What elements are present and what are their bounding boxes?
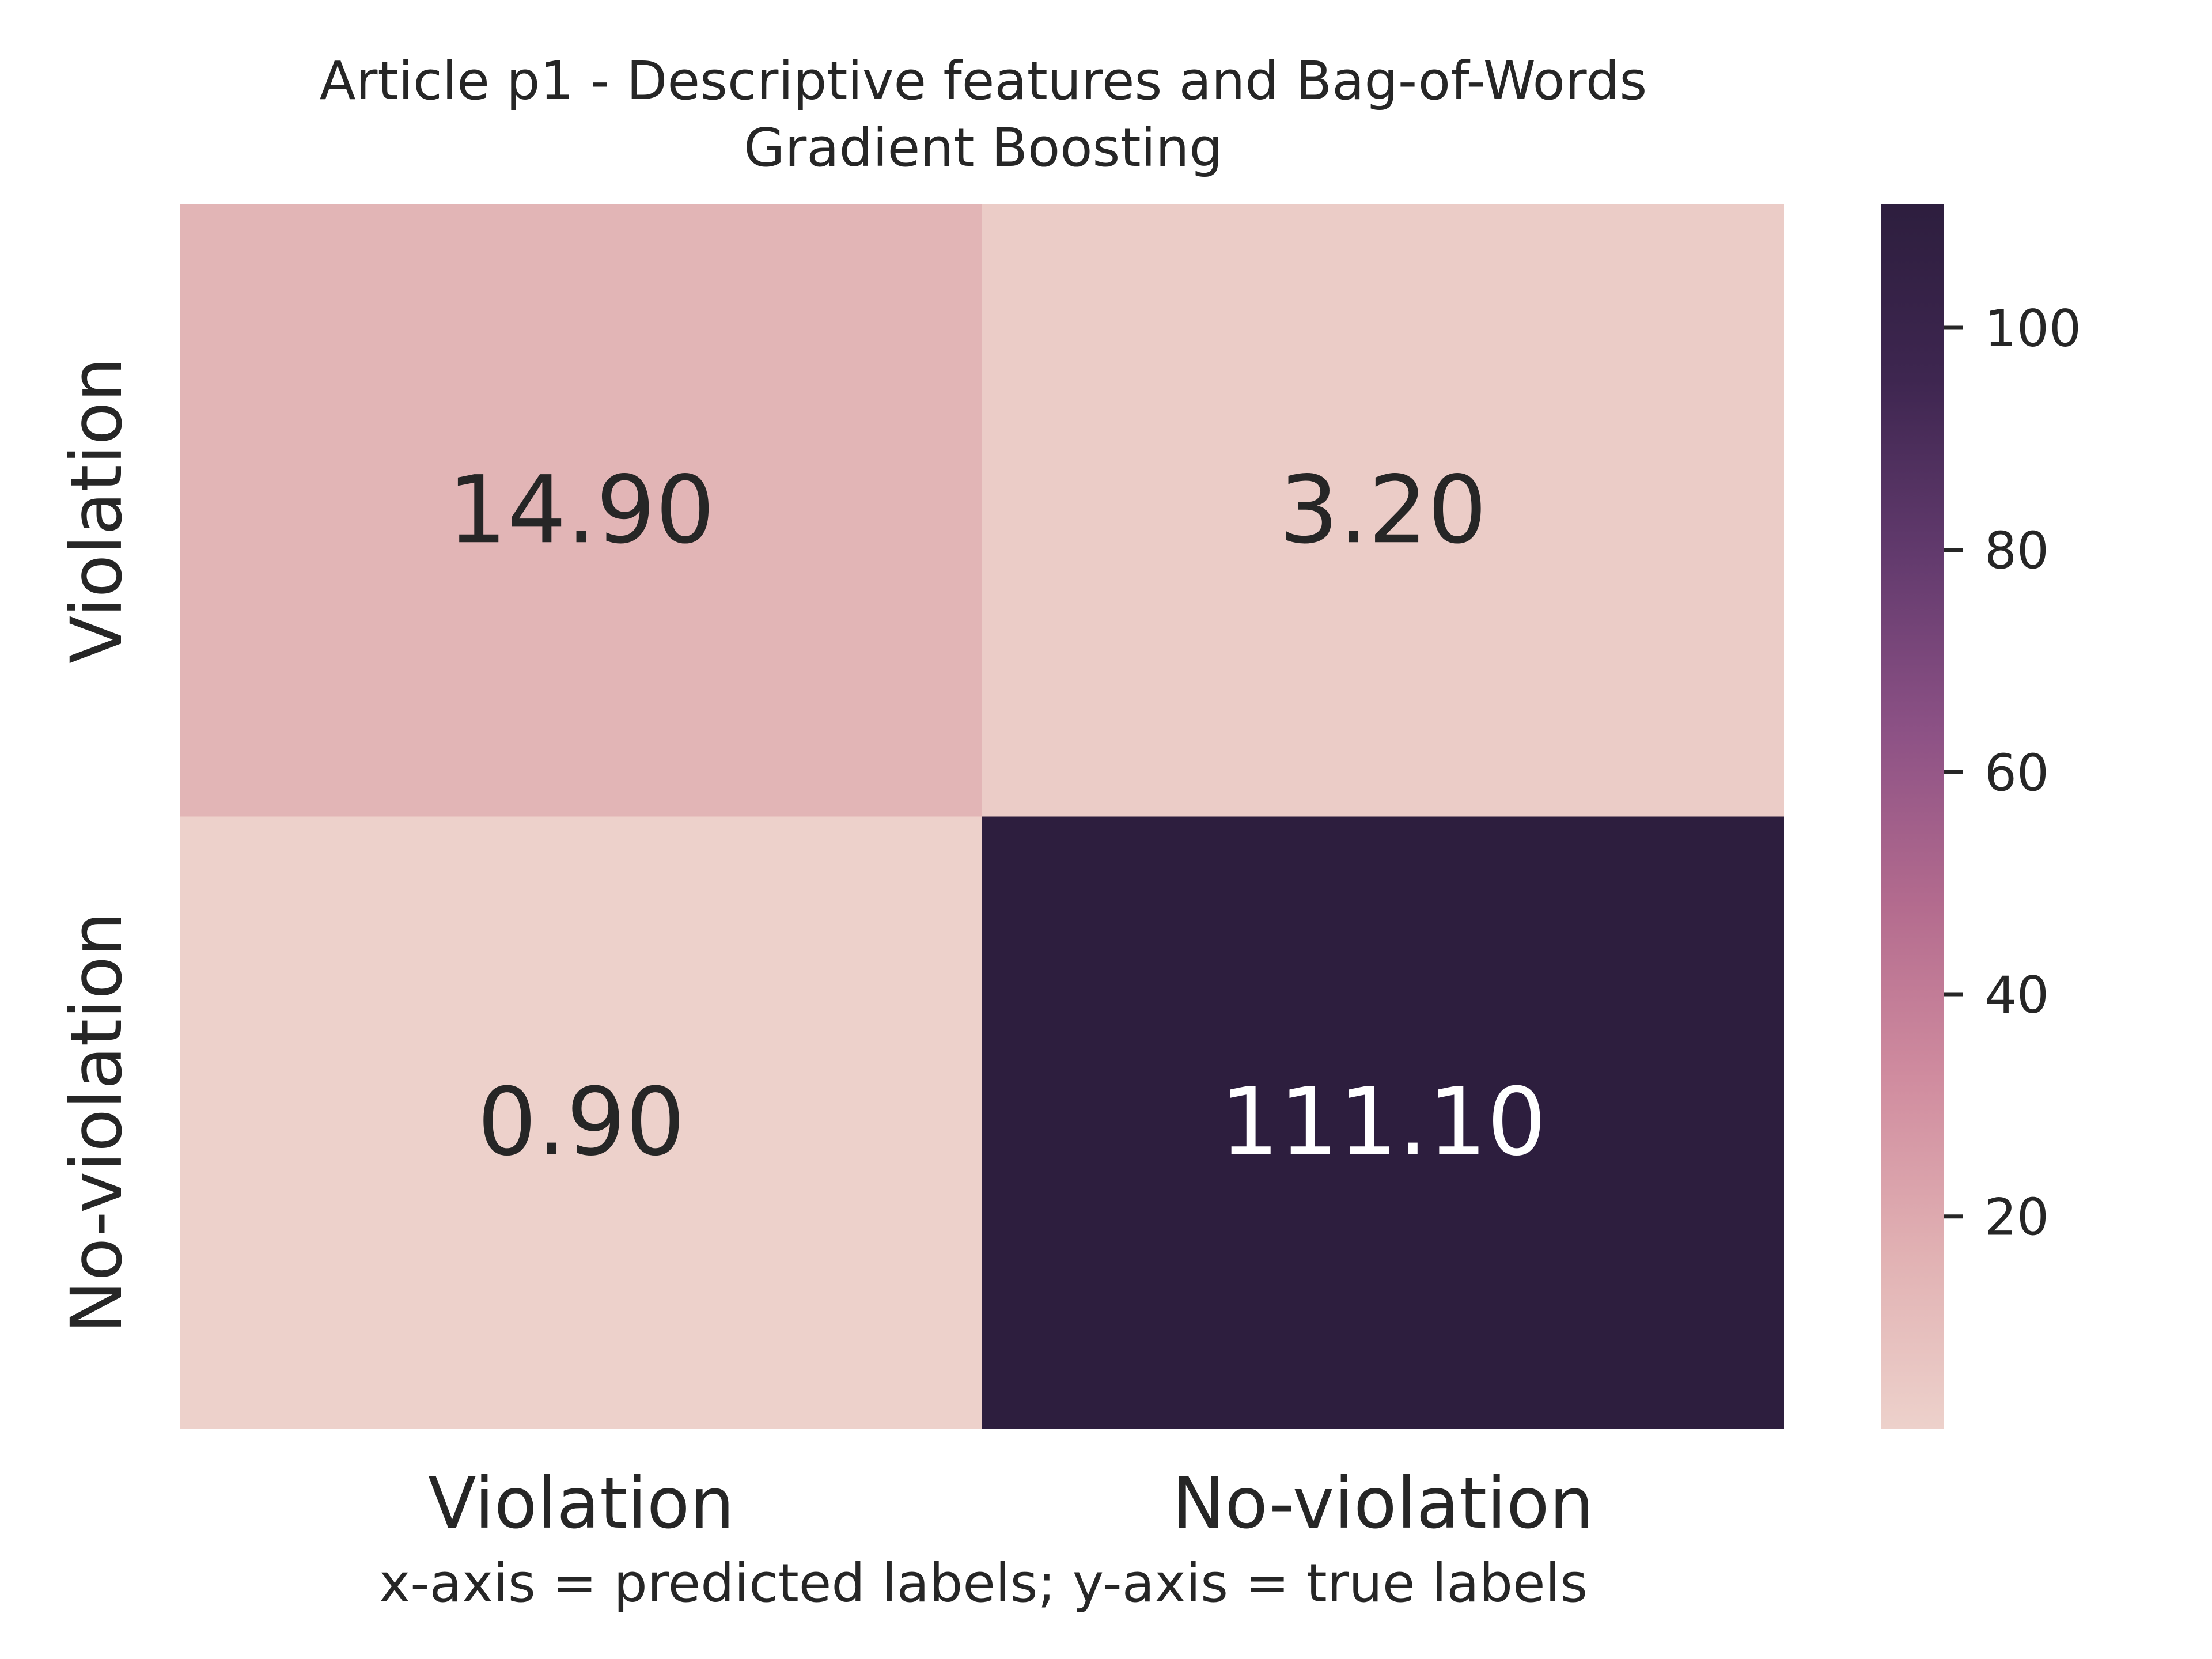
y-tick-labels: Violation No-violation — [56, 357, 138, 1333]
cell-value-label: 14.90 — [448, 456, 715, 565]
chart-title: Article p1 - Descriptive features and Ba… — [320, 50, 1647, 112]
colorbar-ticks: 20 40 60 80 100 — [1944, 299, 2081, 1247]
heatmap-cell — [982, 204, 1784, 817]
colorbar-tick-label: 40 — [1984, 965, 2049, 1025]
colorbar-tick-label: 100 — [1984, 299, 2081, 358]
heatmap-cells — [180, 204, 1784, 1429]
x-axis-label: x-axis = predicted labels; y-axis = true… — [379, 1552, 1588, 1614]
heatmap-annotations: 14.90 3.20 0.90 111.10 — [448, 456, 1546, 1177]
colorbar — [1881, 204, 1944, 1429]
colorbar-tick-label: 20 — [1984, 1188, 2049, 1247]
x-tick-label: Violation — [428, 1463, 734, 1544]
cell-value-label: 111.10 — [1220, 1069, 1547, 1177]
colorbar-tick-label: 80 — [1984, 521, 2049, 581]
x-tick-labels: Violation No-violation — [428, 1463, 1594, 1544]
heatmap-cell — [180, 816, 982, 1429]
cell-value-label: 3.20 — [1279, 456, 1487, 565]
cell-value-label: 0.90 — [478, 1069, 685, 1177]
y-tick-label: No-violation — [56, 912, 138, 1334]
heatmap-cell — [982, 816, 1784, 1429]
chart-subtitle: Gradient Boosting — [744, 117, 1223, 179]
heatmap-cell — [180, 204, 982, 817]
colorbar-tick-label: 60 — [1984, 743, 2049, 802]
y-tick-label: Violation — [56, 357, 138, 664]
x-tick-label: No-violation — [1172, 1463, 1594, 1544]
